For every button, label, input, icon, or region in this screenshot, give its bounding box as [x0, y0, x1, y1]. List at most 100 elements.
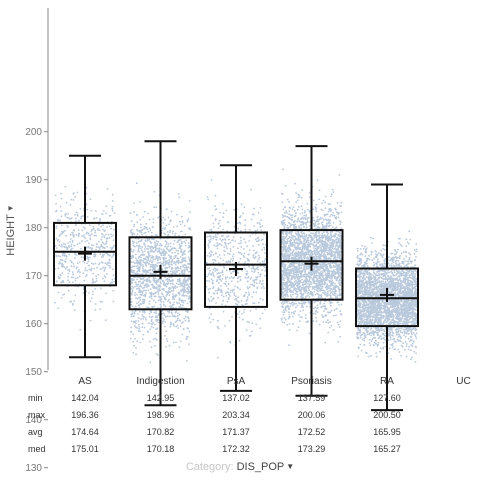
jitter-point — [92, 263, 95, 265]
jitter-point — [158, 250, 160, 252]
jitter-point — [325, 321, 327, 324]
jitter-point — [166, 266, 169, 269]
jitter-point — [291, 323, 294, 325]
jitter-point — [183, 240, 186, 243]
jitter-point — [214, 194, 217, 197]
jitter-point — [233, 208, 236, 211]
jitter-point — [229, 250, 232, 253]
jitter-point — [324, 291, 327, 294]
jitter-point — [310, 281, 313, 284]
jitter-point — [263, 233, 265, 236]
jitter-point — [140, 256, 142, 259]
jitter-point — [130, 250, 133, 253]
jitter-point — [100, 225, 103, 228]
jitter-point — [188, 300, 191, 303]
jitter-point — [75, 254, 78, 256]
jitter-point — [133, 211, 135, 213]
jitter-point — [333, 266, 335, 268]
jitter-point — [283, 225, 285, 228]
jitter-point — [257, 240, 260, 243]
jitter-point — [178, 306, 181, 309]
jitter-point — [304, 210, 306, 212]
jitter-point — [169, 323, 172, 326]
jitter-point — [168, 223, 171, 226]
jitter-point — [229, 341, 232, 344]
jitter-point — [316, 257, 318, 260]
jitter-point — [167, 272, 170, 275]
jitter-point — [246, 320, 249, 323]
jitter-point — [162, 264, 165, 267]
jitter-point — [335, 248, 338, 251]
jitter-point — [312, 272, 315, 275]
jitter-point — [284, 272, 286, 274]
jitter-point — [189, 297, 191, 300]
jitter-point — [169, 291, 172, 293]
jitter-point — [209, 269, 211, 272]
jitter-point — [207, 274, 210, 276]
jitter-point — [214, 236, 217, 238]
jitter-point — [212, 297, 215, 300]
jitter-point — [246, 272, 249, 275]
jitter-point — [291, 208, 294, 211]
jitter-point — [294, 227, 296, 229]
jitter-point — [137, 330, 140, 332]
jitter-point — [185, 291, 188, 293]
jitter-point — [237, 300, 239, 303]
jitter-point — [288, 313, 291, 316]
jitter-point — [248, 335, 251, 337]
jitter-point — [312, 307, 315, 310]
jitter-point — [139, 299, 142, 301]
jitter-point — [134, 253, 137, 256]
jitter-point — [135, 242, 138, 245]
jitter-point — [113, 244, 115, 247]
jitter-point — [292, 238, 294, 240]
jitter-point — [76, 266, 78, 269]
jitter-point — [307, 236, 310, 239]
jitter-point — [208, 235, 211, 238]
jitter-point — [257, 266, 259, 268]
jitter-point — [75, 217, 77, 220]
jitter-point — [92, 227, 95, 230]
jitter-point — [334, 282, 336, 285]
jitter-point — [327, 311, 329, 314]
jitter-point — [151, 266, 154, 269]
jitter-point — [220, 244, 223, 247]
jitter-point — [151, 234, 153, 237]
jitter-point — [334, 241, 336, 244]
jitter-point — [252, 213, 255, 216]
jitter-point — [297, 217, 300, 220]
jitter-point — [336, 201, 339, 204]
jitter-point — [210, 313, 213, 316]
jitter-point — [89, 198, 92, 201]
jitter-point — [165, 208, 168, 211]
jitter-point — [264, 252, 266, 255]
jitter-point — [295, 212, 297, 215]
jitter-point — [60, 245, 63, 248]
jitter-point — [218, 254, 221, 256]
jitter-point — [100, 236, 103, 238]
jitter-point — [82, 260, 85, 262]
jitter-point — [186, 335, 188, 338]
jitter-point — [158, 287, 161, 290]
jitter-point — [136, 293, 139, 296]
jitter-point — [295, 302, 297, 305]
jitter-point — [188, 320, 190, 323]
jitter-point — [218, 278, 221, 280]
jitter-point — [61, 231, 64, 234]
jitter-point — [174, 315, 177, 318]
jitter-point — [236, 280, 239, 283]
jitter-point — [108, 259, 111, 262]
jitter-point — [174, 294, 177, 297]
jitter-point — [212, 235, 215, 238]
jitter-point — [164, 260, 167, 263]
jitter-point — [130, 313, 133, 316]
jitter-point — [143, 326, 146, 329]
jitter-point — [288, 210, 291, 213]
jitter-point — [222, 212, 225, 215]
jitter-point — [187, 284, 190, 286]
jitter-point — [67, 226, 69, 228]
jitter-point — [213, 244, 216, 247]
jitter-point — [303, 265, 306, 268]
jitter-point — [157, 319, 159, 321]
jitter-point — [187, 262, 189, 265]
